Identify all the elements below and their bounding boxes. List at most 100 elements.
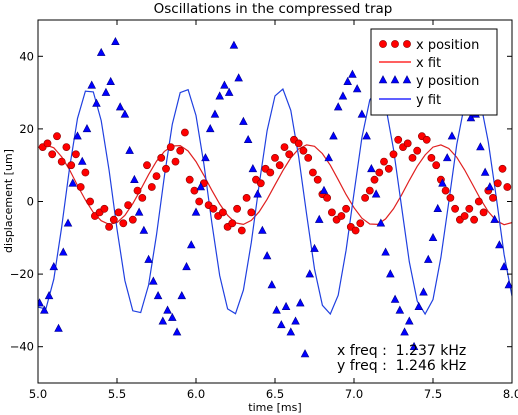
legend-handle-x-position xyxy=(391,40,399,48)
legend-handle-x-position xyxy=(403,40,411,48)
y-position-point xyxy=(262,251,272,260)
x-position-point xyxy=(285,150,294,159)
y-position-point xyxy=(144,254,153,263)
x-position-point xyxy=(157,153,166,162)
x-position-point xyxy=(275,161,284,170)
y-position-point xyxy=(338,91,348,100)
legend-handle-x-position xyxy=(379,40,387,48)
legend: x position x fit y position y fit xyxy=(370,28,498,116)
x-position-point xyxy=(237,226,246,235)
x-position-point xyxy=(81,168,90,177)
y-position-point xyxy=(371,189,381,198)
y-position-point xyxy=(419,287,428,296)
y-position-point xyxy=(172,327,182,336)
x-position-point xyxy=(67,161,76,170)
y-position-point xyxy=(405,316,414,325)
x-position-point xyxy=(375,168,384,177)
y-position-point xyxy=(296,298,305,307)
y-position-point xyxy=(300,349,310,358)
x-position-point xyxy=(57,157,66,166)
y-position-point xyxy=(77,156,87,165)
x-position-point xyxy=(280,143,289,151)
y-tick-label: 20 xyxy=(19,122,34,136)
y-position-point xyxy=(423,254,433,263)
y-tick-label: −40 xyxy=(10,340,34,354)
legend-handle-y-position xyxy=(402,75,412,84)
y-position-point xyxy=(258,225,267,234)
x-position-point xyxy=(228,219,237,228)
x-position-point xyxy=(86,197,94,206)
y-position-point xyxy=(63,218,73,227)
y-position-point xyxy=(395,305,405,314)
legend-label-y-fit: y fit xyxy=(416,93,441,108)
y-position-point xyxy=(376,218,386,227)
y-position-point xyxy=(438,178,447,187)
x-position-point xyxy=(323,193,331,202)
x-position-point xyxy=(361,193,369,202)
x-position-point xyxy=(446,193,455,202)
y-position-point xyxy=(499,261,509,271)
y-position-point xyxy=(111,36,120,46)
y-position-point xyxy=(400,327,409,336)
y-position-point xyxy=(210,109,220,118)
x-position-point xyxy=(218,208,227,217)
legend-label-x-fit: x fit xyxy=(416,56,441,71)
y-position-point xyxy=(476,142,485,151)
y-position-point xyxy=(40,305,49,314)
y-position-point xyxy=(409,341,419,350)
y-position-point xyxy=(357,109,367,118)
y-position-point xyxy=(352,84,362,93)
y-position-point xyxy=(87,80,96,89)
x-tick-label: 7.0 xyxy=(345,387,363,401)
x-position-point xyxy=(53,132,61,141)
x-position-point xyxy=(209,204,218,213)
y-position-point xyxy=(163,305,172,314)
x-position-point xyxy=(489,193,497,202)
x-position-point xyxy=(337,212,346,220)
legend-label-y-position: y position xyxy=(416,74,479,89)
y-position-point xyxy=(82,124,92,133)
y-position-point xyxy=(224,87,234,96)
chart-title: Oscillations in the compressed trap xyxy=(154,1,393,17)
x-position-point xyxy=(100,204,109,213)
x-position-point xyxy=(43,139,52,148)
y-axis-label: displacement [um] xyxy=(2,149,15,253)
x-position-point xyxy=(128,215,137,224)
y-position-point xyxy=(495,240,504,249)
x-position-point xyxy=(48,150,57,159)
x-position-point xyxy=(109,215,118,224)
y-position-point xyxy=(367,163,376,173)
x-position-point xyxy=(242,193,251,202)
x-position-point xyxy=(271,153,279,162)
y-tick-label: 40 xyxy=(19,49,34,63)
x-position-point xyxy=(185,175,194,184)
y-position-point xyxy=(239,116,248,125)
y-position-point xyxy=(101,87,111,96)
x-tick-label: 8.0 xyxy=(503,387,518,401)
x-position-point xyxy=(308,168,317,177)
x-position-point xyxy=(171,157,180,166)
x-position-point xyxy=(162,164,170,173)
x-position-point xyxy=(124,201,133,209)
y-position-point xyxy=(220,80,229,89)
y-position-point xyxy=(96,47,106,56)
y-position-point xyxy=(153,291,163,300)
x-position-point xyxy=(294,139,303,148)
y-position-point xyxy=(125,145,134,154)
x-position-point xyxy=(408,153,417,162)
annotation-y-freq: y freq : 1.246 kHz xyxy=(337,358,466,374)
y-position-point xyxy=(234,73,243,82)
y-position-point xyxy=(149,276,158,285)
y-position-point xyxy=(168,312,177,321)
x-position-point xyxy=(403,139,412,148)
x-position-point xyxy=(256,179,265,188)
x-tick-label: 6.5 xyxy=(266,387,284,401)
y-position-point xyxy=(310,243,319,252)
y-position-point xyxy=(319,185,329,194)
x-position-point xyxy=(503,183,512,191)
x-position-point xyxy=(342,204,350,213)
y-position-point xyxy=(205,124,215,133)
x-tick-label: 6.0 xyxy=(187,387,205,401)
axis-ticks: 5.0 5.5 6.0 6.5 7.0 7.5 8.0 −40 −20 0 20 40 xyxy=(10,20,518,401)
y-position-point xyxy=(38,298,44,307)
